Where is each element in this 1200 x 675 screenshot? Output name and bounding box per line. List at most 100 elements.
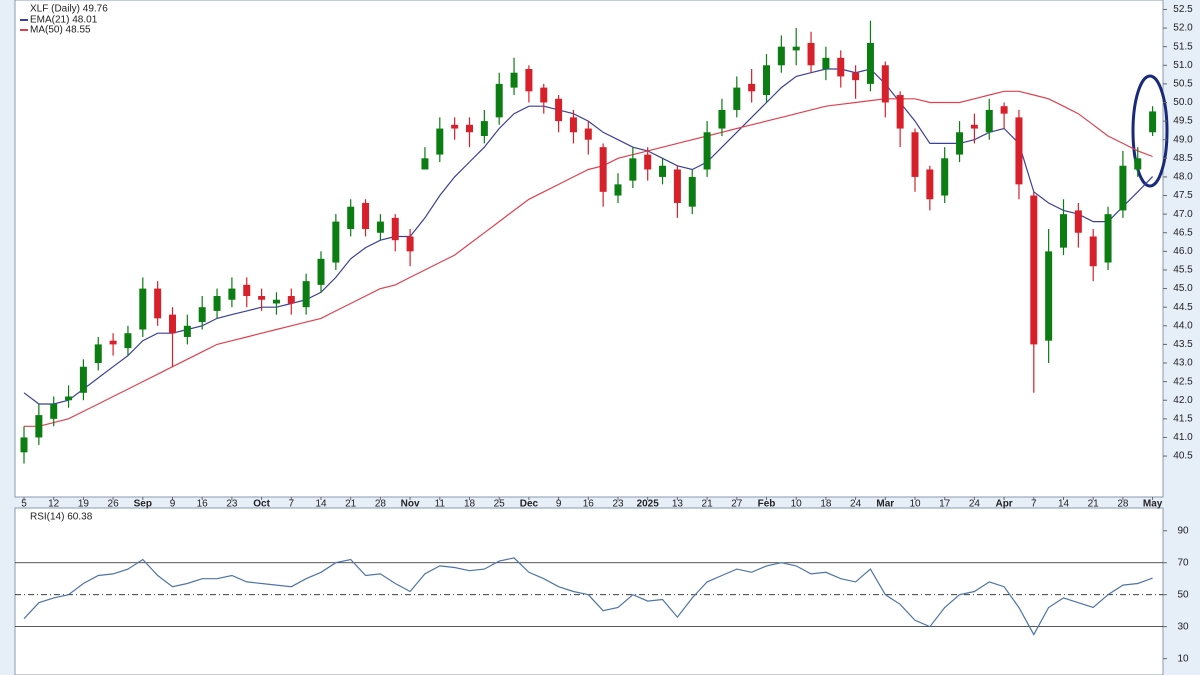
x-tick-label: 26 bbox=[108, 499, 120, 510]
candle-body bbox=[718, 109, 726, 129]
candle-body bbox=[1015, 117, 1023, 185]
x-tick-label: 24 bbox=[969, 499, 981, 510]
candle-body bbox=[1149, 111, 1157, 133]
indicator-line bbox=[24, 90, 1153, 427]
x-tick-label: 17 bbox=[939, 499, 951, 510]
candle-body bbox=[970, 124, 978, 129]
candle-body bbox=[1089, 236, 1097, 267]
y-tick-label: 42.0 bbox=[1173, 395, 1193, 406]
y-tick-label: 47.5 bbox=[1173, 190, 1193, 201]
y-tick-label: 51.0 bbox=[1173, 60, 1193, 71]
x-tick-label: 16 bbox=[583, 499, 595, 510]
x-tick-label: May bbox=[1143, 499, 1163, 510]
y-tick-label: 47.0 bbox=[1173, 209, 1193, 220]
x-tick-label: 2025 bbox=[637, 499, 660, 510]
candle-body bbox=[792, 46, 800, 51]
x-tick-label: 28 bbox=[1117, 499, 1129, 510]
candle-body bbox=[599, 147, 607, 192]
x-tick-label: 14 bbox=[1058, 499, 1070, 510]
x-tick-label: 13 bbox=[672, 499, 684, 510]
candle-body bbox=[733, 87, 741, 110]
y-tick-label: 52.5 bbox=[1173, 4, 1193, 15]
candle-body bbox=[985, 109, 993, 133]
y-tick-label: 10 bbox=[1177, 653, 1189, 664]
price-panel bbox=[14, 0, 1164, 498]
candle-body bbox=[748, 83, 756, 92]
y-tick-label: 49.5 bbox=[1173, 116, 1193, 127]
x-tick-label: 21 bbox=[1088, 499, 1100, 510]
candle-body bbox=[362, 202, 370, 230]
candle-body bbox=[183, 325, 191, 337]
x-tick-label: 16 bbox=[197, 499, 209, 510]
candle-body bbox=[763, 65, 770, 96]
candle-body bbox=[20, 437, 28, 453]
candle-body bbox=[213, 296, 221, 311]
candle-body bbox=[421, 158, 429, 170]
candle-body bbox=[317, 258, 325, 285]
candle-body bbox=[569, 117, 577, 133]
candle-body bbox=[1045, 251, 1053, 341]
candle-body bbox=[866, 42, 874, 84]
candle-body bbox=[673, 169, 681, 203]
y-tick-label: 90 bbox=[1177, 525, 1189, 536]
x-tick-label: 5 bbox=[21, 499, 27, 510]
x-tick-label: 7 bbox=[1031, 499, 1037, 510]
candle-body bbox=[1134, 158, 1142, 170]
y-tick-label: 51.5 bbox=[1173, 41, 1193, 52]
y-tick-label: 41.0 bbox=[1173, 432, 1193, 443]
x-tick-label: 28 bbox=[375, 499, 387, 510]
candle-body bbox=[124, 333, 132, 349]
x-tick-label: Oct bbox=[253, 499, 270, 510]
candle-body bbox=[510, 72, 518, 88]
candle-body bbox=[703, 132, 711, 170]
candle-body bbox=[302, 281, 310, 308]
candle-body bbox=[1030, 195, 1038, 345]
y-tick-label: 43.5 bbox=[1173, 339, 1193, 350]
candle-body bbox=[480, 121, 488, 136]
candle-body bbox=[495, 83, 503, 118]
candle-body bbox=[347, 206, 355, 230]
x-tick-label: 25 bbox=[494, 499, 506, 510]
candle-body bbox=[1000, 106, 1008, 114]
candle-body bbox=[451, 124, 459, 129]
y-tick-label: 52.0 bbox=[1173, 23, 1193, 34]
candle-body bbox=[837, 57, 845, 77]
candle-body bbox=[109, 340, 117, 345]
highlight-oval bbox=[1131, 74, 1169, 188]
candle-body bbox=[525, 68, 533, 92]
candle-body bbox=[391, 217, 399, 241]
candle-body bbox=[35, 415, 43, 438]
candle-body bbox=[941, 158, 949, 196]
candle-body bbox=[272, 299, 280, 304]
candle-body bbox=[659, 165, 667, 177]
x-tick-label: 10 bbox=[909, 499, 921, 510]
candle-body bbox=[777, 46, 785, 66]
rsi-line bbox=[23, 557, 1153, 636]
candle-body bbox=[154, 288, 162, 319]
price-title: XLF (Daily) 49.76 bbox=[30, 4, 108, 15]
candle-body bbox=[139, 288, 147, 330]
x-tick-label: 11 bbox=[435, 499, 446, 510]
candle-body bbox=[644, 154, 652, 170]
candle-body bbox=[1074, 210, 1082, 233]
y-tick-label: 70 bbox=[1177, 557, 1189, 568]
rsi-title: RSI(14) 60.38 bbox=[30, 512, 93, 523]
x-tick-label: Feb bbox=[758, 499, 776, 510]
legend-label: MA(50) 48.55 bbox=[30, 25, 91, 36]
candle-body bbox=[1060, 214, 1067, 248]
candle-body bbox=[198, 307, 206, 323]
candle-body bbox=[881, 65, 889, 103]
x-tick-label: 24 bbox=[850, 499, 862, 510]
x-tick-label: Mar bbox=[876, 499, 894, 510]
candle-body bbox=[50, 403, 58, 419]
candle-body bbox=[852, 72, 860, 81]
x-tick-label: 19 bbox=[78, 499, 90, 510]
x-tick-label: 14 bbox=[315, 499, 327, 510]
candle-body bbox=[807, 42, 815, 66]
y-tick-label: 30 bbox=[1177, 621, 1189, 632]
candle-body bbox=[287, 296, 295, 304]
candle-body bbox=[1119, 165, 1127, 211]
y-tick-label: 46.0 bbox=[1173, 246, 1193, 257]
